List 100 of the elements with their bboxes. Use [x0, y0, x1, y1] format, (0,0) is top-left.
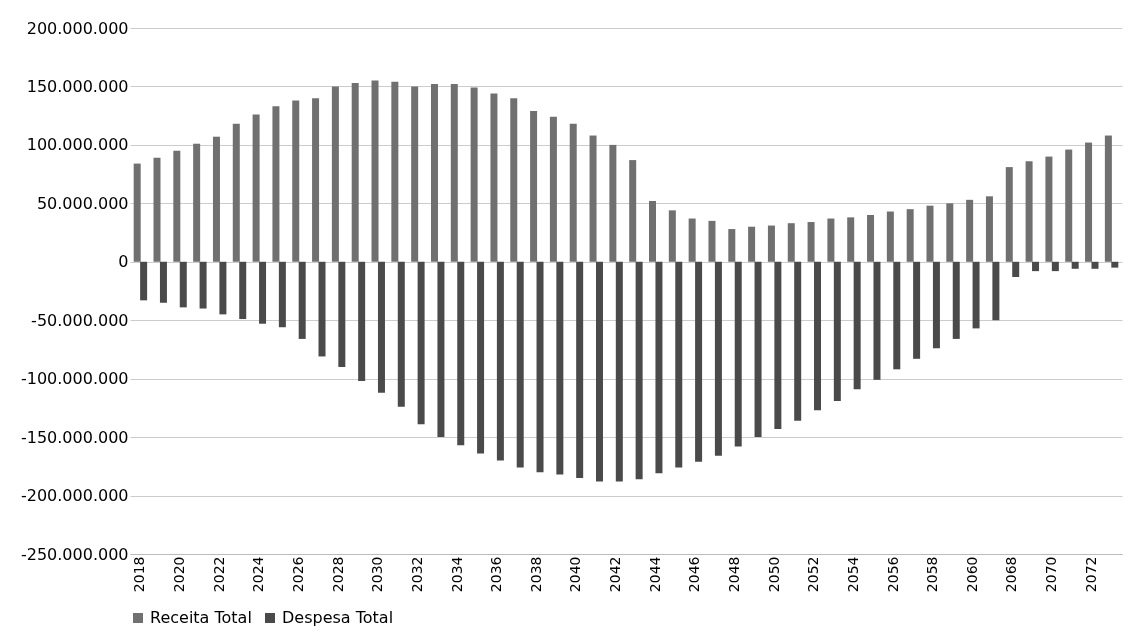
y-tick-label: 200.000.000: [26, 18, 129, 38]
bar: [946, 203, 954, 262]
x-tick-label: 2050: [765, 556, 782, 593]
x-tick-label: 2018: [131, 556, 148, 593]
bar: [1085, 142, 1093, 262]
bar: [391, 81, 399, 262]
bar: [754, 261, 762, 438]
bar: [417, 261, 425, 425]
legend-label: Receita Total: [150, 608, 252, 627]
bar: [1111, 261, 1119, 268]
bar: [371, 80, 379, 262]
bar: [748, 226, 756, 262]
bar: [331, 86, 339, 262]
bar: [1025, 161, 1033, 262]
x-tick-label: 2058: [924, 556, 941, 593]
bar: [893, 261, 901, 370]
y-tick-label: 150.000.000: [26, 76, 129, 96]
bar: [595, 261, 603, 482]
bar: [159, 261, 167, 303]
x-tick-label: 2034: [448, 556, 465, 593]
bar: [199, 261, 207, 309]
x-tick-label: 2044: [646, 556, 663, 593]
x-tick-label: 2056: [884, 556, 901, 593]
bar: [411, 86, 419, 262]
bar: [450, 84, 458, 262]
bar: [278, 261, 286, 328]
bar: [926, 205, 934, 262]
bar: [992, 261, 1000, 321]
bar: [1065, 149, 1073, 262]
bar: [655, 261, 663, 474]
x-tick-label: 2030: [369, 556, 386, 593]
bar: [239, 261, 247, 320]
legend-label: Despesa Total: [282, 608, 394, 627]
bar: [589, 135, 597, 262]
bar: [609, 144, 617, 262]
bar: [292, 100, 300, 262]
x-tick-label: 2032: [408, 556, 425, 593]
bar: [1051, 261, 1059, 272]
bar: [193, 143, 201, 262]
bar: [318, 261, 326, 357]
bar: [675, 261, 683, 468]
bar: [358, 261, 366, 381]
bar: [536, 261, 544, 473]
bar: [932, 261, 940, 349]
bar: [510, 98, 518, 262]
x-tick-label: 2054: [844, 556, 861, 593]
bar: [338, 261, 346, 367]
bar: [530, 110, 538, 262]
bar: [867, 215, 875, 262]
x-tick-label: 2026: [289, 556, 306, 593]
bar: [397, 261, 405, 407]
bar: [827, 218, 835, 262]
bar: [140, 261, 148, 301]
bar: [972, 261, 980, 329]
bar: [477, 261, 485, 454]
bar: [906, 209, 914, 262]
bar: [952, 261, 960, 339]
x-tick-label: 2022: [210, 556, 227, 593]
x-tick-label: 2070: [1043, 556, 1060, 593]
bar: [714, 261, 722, 456]
bar: [569, 123, 577, 262]
bar: [966, 199, 974, 262]
bar: [853, 261, 861, 390]
bar: [377, 261, 385, 393]
bar: [298, 261, 306, 339]
bar: [351, 82, 359, 262]
bar: [695, 261, 703, 462]
x-tick-label: 2036: [488, 556, 505, 593]
bar: [312, 98, 320, 262]
bar: [847, 217, 855, 262]
x-tick-label: 2024: [250, 556, 267, 593]
bar: [272, 106, 280, 262]
bar: [1104, 135, 1112, 262]
bar: [985, 196, 993, 262]
bar: [629, 160, 637, 262]
y-tick-label: 0: [118, 252, 129, 272]
bar: [615, 261, 623, 482]
bar: [794, 261, 802, 421]
bar: [516, 261, 524, 468]
x-tick-label: 2060: [963, 556, 980, 593]
bar: [1045, 156, 1053, 262]
y-tick-label: 100.000.000: [26, 135, 129, 155]
bar: [259, 261, 267, 324]
bar: [219, 261, 227, 315]
bar: [767, 225, 775, 262]
bar: [252, 114, 260, 262]
x-tick-label: 2052: [805, 556, 822, 593]
y-tick-label: -250.000.000: [20, 544, 129, 564]
x-tick-label: 2072: [1082, 556, 1099, 593]
bar: [1005, 167, 1013, 262]
bar: [734, 261, 742, 447]
bar: [635, 261, 643, 480]
bar: [133, 163, 141, 262]
bar: [1032, 261, 1040, 272]
bar: [1071, 261, 1079, 269]
y-tick-label: -150.000.000: [20, 427, 129, 447]
bar: [437, 261, 445, 438]
bar: [728, 229, 736, 262]
x-tick-label: 2042: [607, 556, 624, 593]
bar: [688, 218, 696, 262]
